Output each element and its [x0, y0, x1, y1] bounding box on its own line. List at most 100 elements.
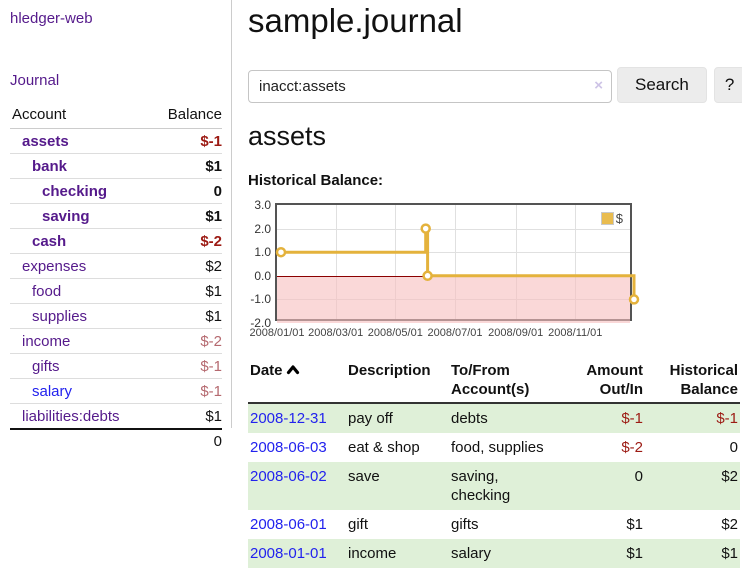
search-button[interactable]: Search: [617, 67, 707, 103]
transaction-balance: $2: [721, 516, 738, 533]
transaction-amount: $1: [626, 516, 643, 533]
data-point-marker: [420, 223, 431, 234]
sort-asc-icon: [286, 365, 299, 375]
sidebar-item-journal[interactable]: Journal: [10, 72, 60, 89]
account-balance: $1: [150, 278, 222, 304]
x-tick-label: 2008/01/01: [249, 327, 305, 339]
historical-balance-chart: $ 3.0 2.0 1.0 0.0 -1.0 -2.0 2008/01/01 2008/03…: [248, 198, 742, 351]
register-header-date-label: Date: [250, 362, 283, 379]
accounts-table-header-row: Account Balance: [10, 103, 222, 129]
transaction-date-link[interactable]: 2008-01-01: [250, 545, 327, 562]
search-input[interactable]: [248, 70, 612, 103]
register-row: 2008-06-03 eat & shop food, supplies $-2 0: [248, 433, 740, 462]
account-link-supplies[interactable]: supplies: [32, 308, 88, 325]
page-title: sample.journal: [248, 2, 463, 39]
account-balance: $2: [150, 253, 222, 279]
transaction-date-link[interactable]: 2008-06-01: [250, 516, 327, 533]
account-balance: $1: [150, 153, 222, 179]
register-header-amount: Amount Out/In: [561, 359, 645, 404]
data-point-marker: [628, 294, 640, 305]
register-header-balance: Historical Balance: [645, 359, 740, 404]
register-row: 2008-06-02 save saving, checking 0 $2: [248, 462, 740, 510]
account-link-food[interactable]: food: [32, 283, 62, 300]
account-row: food $1: [10, 278, 222, 304]
transaction-amount: $-2: [621, 439, 643, 456]
accounts-total-spacer: [10, 428, 151, 453]
account-link-saving[interactable]: saving: [42, 208, 90, 225]
account-link-bank[interactable]: bank: [32, 158, 68, 175]
clear-search-icon[interactable]: ×: [594, 77, 603, 94]
transaction-amount: $-1: [621, 410, 643, 427]
account-link-assets[interactable]: assets: [22, 133, 69, 150]
account-balance: $-2: [150, 228, 222, 254]
register-row: 2008-06-01 gift gifts $1 $2: [248, 510, 740, 539]
accounts-header-balance: Balance: [150, 103, 222, 129]
transaction-balance: 0: [729, 439, 738, 456]
x-tick-label: 2008/11/01: [548, 327, 603, 339]
account-link-liabilities-debts[interactable]: liabilities:debts: [22, 408, 120, 425]
register-table: Date Description To/From Account(s) Amou…: [248, 359, 740, 568]
transaction-description: gift: [348, 516, 369, 533]
data-point-marker: [275, 246, 287, 258]
account-balance: $-1: [150, 128, 222, 154]
account-row: saving $1: [10, 203, 222, 229]
transaction-accounts: food, supplies: [451, 439, 544, 456]
help-button[interactable]: ?: [713, 67, 742, 103]
transaction-date-link[interactable]: 2008-06-03: [250, 439, 327, 456]
chart-negative-region: [277, 275, 630, 323]
transaction-accounts: saving, checking: [451, 468, 511, 504]
y-tick-label: 0.0: [254, 268, 271, 283]
account-row: assets $-1: [10, 128, 222, 154]
transaction-accounts: salary: [451, 545, 492, 562]
account-balance: 0: [150, 178, 222, 204]
account-link-checking[interactable]: checking: [42, 183, 108, 200]
account-balance: $-1: [150, 353, 222, 379]
transaction-description: eat & shop: [348, 439, 420, 456]
account-heading: assets: [248, 121, 327, 151]
register-header-row: Date Description To/From Account(s) Amou…: [248, 359, 740, 404]
account-link-expenses[interactable]: expenses: [22, 258, 87, 275]
account-row: bank $1: [10, 153, 222, 179]
account-link-salary[interactable]: salary: [32, 383, 73, 400]
main-content: sample.journal × Search ? assets Histori…: [248, 0, 742, 582]
register-header-description: Description: [346, 359, 449, 404]
app-brand-link[interactable]: hledger-web: [10, 10, 93, 27]
transaction-date-link[interactable]: 2008-12-31: [250, 410, 327, 427]
register-row: 2008-01-01 income salary $1 $1: [248, 539, 740, 568]
accounts-table: Account Balance assets $-1 bank $1 checking 0…: [10, 103, 222, 453]
x-tick-label: 2008/05/01: [367, 327, 423, 339]
accounts-header-account: Account: [10, 103, 151, 129]
account-link-income[interactable]: income: [22, 333, 71, 350]
chart-legend: $: [598, 210, 625, 227]
transaction-amount: 0: [634, 468, 643, 485]
transaction-description: income: [348, 545, 397, 562]
y-tick-label: 3.0: [254, 198, 271, 212]
account-link-cash[interactable]: cash: [32, 233, 67, 250]
transaction-date-link[interactable]: 2008-06-02: [250, 468, 327, 485]
register-header-date[interactable]: Date: [248, 359, 346, 404]
x-tick-label: 2008/09/01: [488, 327, 544, 339]
data-point-marker: [422, 270, 433, 282]
y-tick-label: -1.0: [250, 292, 271, 307]
account-row: checking 0: [10, 178, 222, 204]
account-row: cash $-2: [10, 228, 222, 254]
x-tick-label: 2008/03/01: [308, 327, 364, 339]
account-balance: $1: [150, 203, 222, 229]
legend-label: $: [615, 211, 623, 226]
y-tick-label: 2.0: [254, 221, 271, 236]
search-form: × Search ?: [248, 67, 742, 103]
transaction-balance: $1: [721, 545, 738, 562]
transaction-description: save: [348, 468, 380, 485]
sidebar: hledger-web Journal Account Balance asse…: [0, 0, 232, 453]
accounts-total-row: 0: [10, 428, 222, 453]
transaction-amount: $1: [626, 545, 643, 562]
accounts-total-value: 0: [150, 428, 222, 453]
chart-title: Historical Balance:: [248, 172, 384, 189]
transaction-description: pay off: [348, 410, 393, 427]
account-row: liabilities:debts $1: [10, 403, 222, 430]
account-row: gifts $-1: [10, 353, 222, 379]
transaction-accounts: debts: [451, 410, 488, 427]
account-balance: $-2: [150, 328, 222, 354]
account-link-gifts[interactable]: gifts: [32, 358, 60, 375]
y-tick-label: 1.0: [254, 245, 271, 260]
